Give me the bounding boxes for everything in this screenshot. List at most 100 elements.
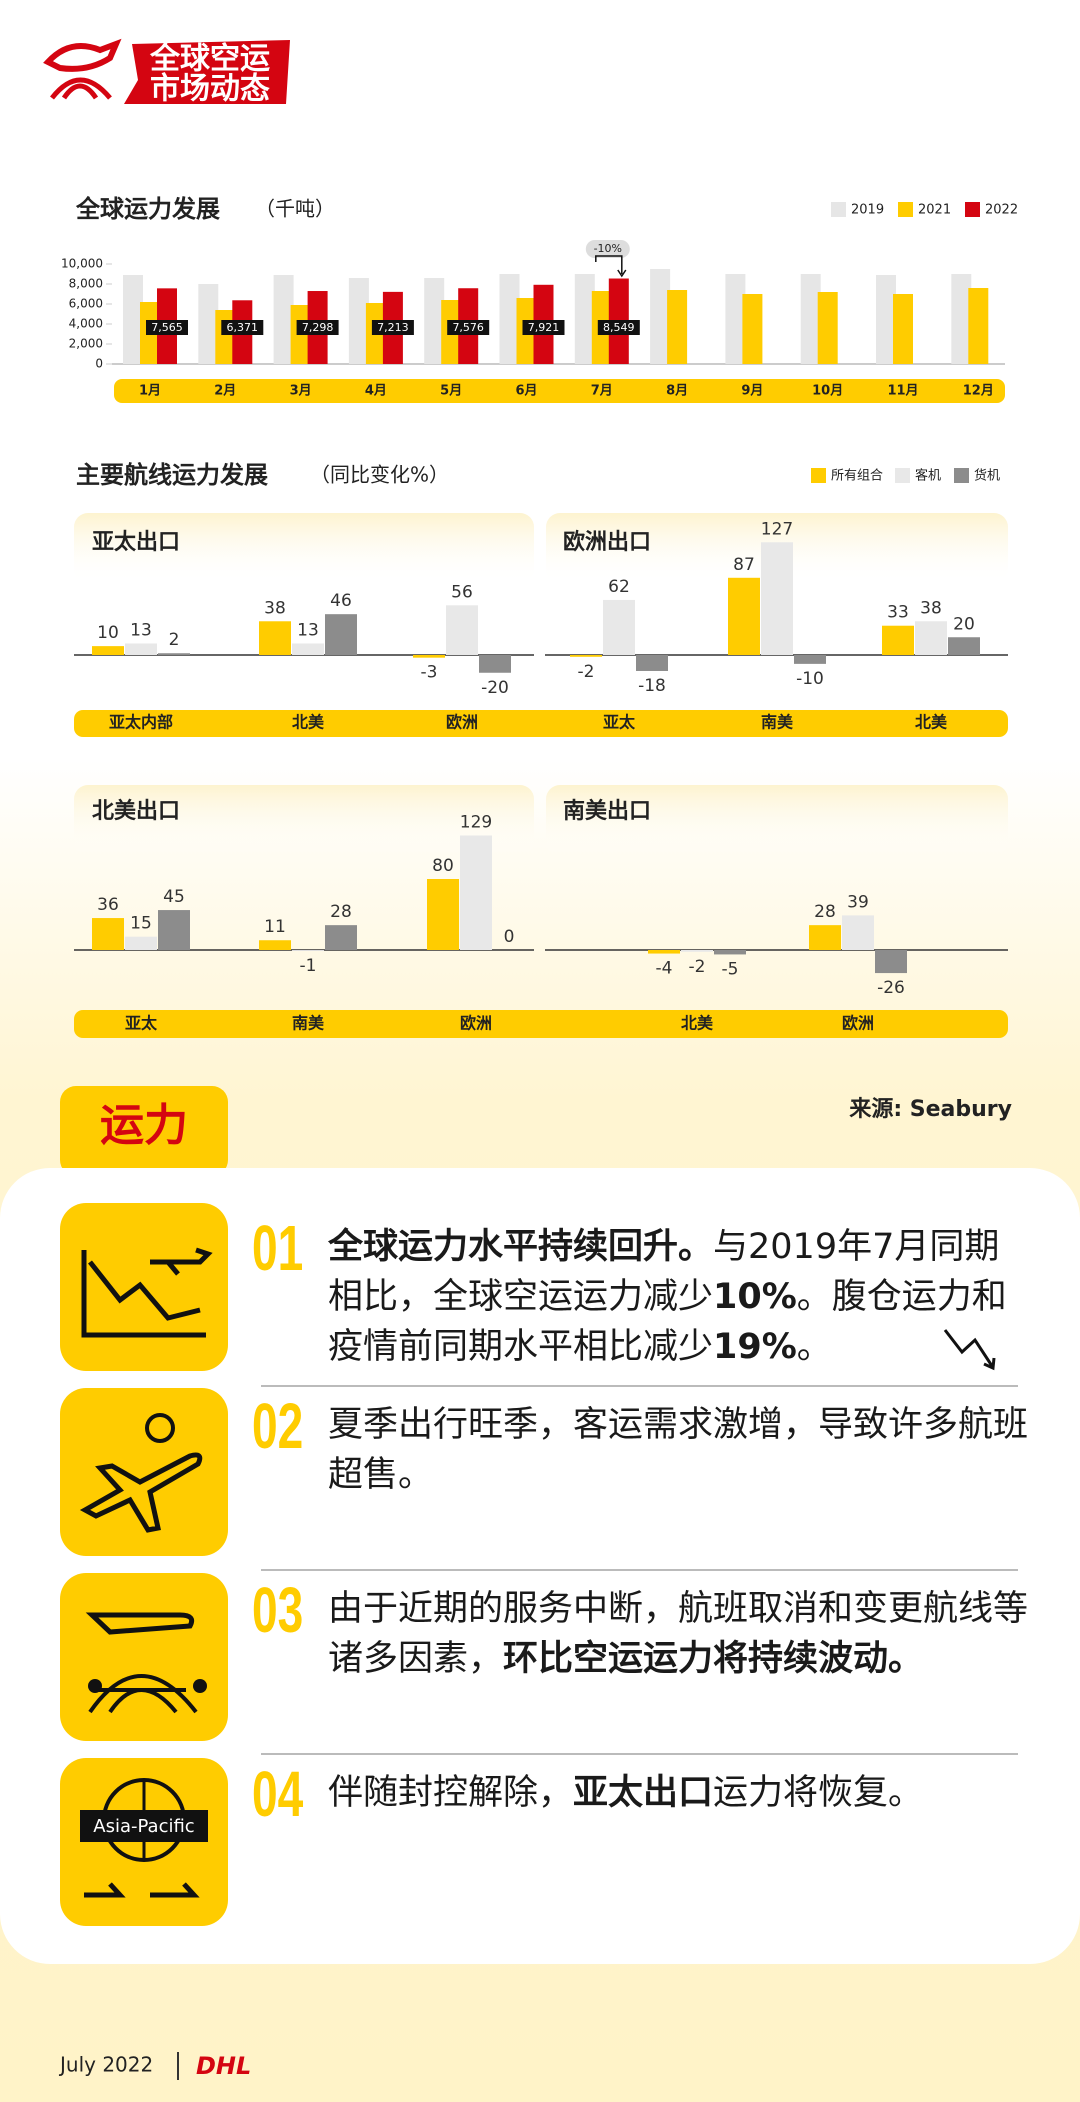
value-label: 10 <box>97 623 119 643</box>
value-label-bg <box>522 320 565 335</box>
value-label-bg <box>447 320 490 335</box>
bar <box>499 274 520 364</box>
legend-swatch <box>811 468 826 483</box>
legend-swatch <box>965 202 980 217</box>
value-label: -18 <box>638 676 666 696</box>
bar <box>728 577 760 655</box>
text: 夏季出行旺季，客运需求激增，导致许多航班超售。 <box>328 1405 1029 1495</box>
value-label: 28 <box>814 902 836 922</box>
chart-subtitle: （千吨） <box>255 197 335 221</box>
logo: 全球空运 市场动态 <box>43 38 290 107</box>
value-label: -4 <box>656 959 673 979</box>
value-label-bg <box>371 320 414 335</box>
panel-bg <box>546 785 1008 855</box>
value-label: 127 <box>761 519 793 539</box>
icon-asia: Asia-Pacific <box>60 1758 228 1926</box>
bar <box>876 275 896 364</box>
value-label-bg <box>146 320 188 335</box>
value-label: -2 <box>578 662 595 682</box>
bar <box>817 292 838 364</box>
panel-bg <box>74 513 534 583</box>
value-label: 15 <box>130 914 152 934</box>
annotation: -10% <box>594 242 622 255</box>
x-tick-label: 7月 <box>591 384 613 399</box>
chart-subtitle: （同比变化%） <box>310 463 449 487</box>
y-tick-label: 0 <box>95 357 103 371</box>
bar <box>424 278 445 364</box>
bar <box>123 275 143 364</box>
panel-bg <box>74 785 534 855</box>
category-band <box>74 1010 1008 1038</box>
x-tick-label: 北美 <box>915 713 948 732</box>
value-label: 62 <box>608 577 630 597</box>
x-tick-label: 5月 <box>440 384 462 399</box>
value-label: 2 <box>169 630 180 650</box>
legend-label: 客机 <box>915 468 941 484</box>
bar <box>574 274 595 364</box>
bar <box>125 936 157 950</box>
bar <box>460 835 492 950</box>
x-tick-label: 亚太 <box>603 713 636 732</box>
value-label: 87 <box>733 555 755 575</box>
header-title: 市场动态 <box>150 72 270 107</box>
legend-label: 2022 <box>985 203 1018 218</box>
x-tick-label: 4月 <box>365 384 387 399</box>
value-label: 7,576 <box>452 321 484 334</box>
x-tick-label: 欧洲 <box>460 1014 492 1033</box>
bar <box>948 637 980 655</box>
value-label-bg <box>296 320 339 335</box>
value-label: 39 <box>847 892 869 912</box>
value-label: -3 <box>421 663 438 683</box>
value-label: 7,298 <box>302 321 334 334</box>
annotation-bg <box>585 240 630 258</box>
text: 运力将恢复。 <box>713 1773 924 1813</box>
x-tick-label: 欧洲 <box>842 1014 874 1033</box>
value-label: 80 <box>432 856 454 876</box>
footer-date: July 2022 <box>58 2053 153 2077</box>
chart-title: 全球运力发展 <box>75 195 220 223</box>
bar <box>893 294 913 364</box>
y-tick-label: 10,000 <box>61 257 103 271</box>
point-number: 01 <box>252 1212 304 1284</box>
bold-text: 亚太出口 <box>573 1773 714 1813</box>
point-text: 由于近期的服务中断，航班取消和变更航线等诸多因素，环比空运运力将持续波动。 <box>328 1584 1028 1684</box>
y-tick-label: 4,000 <box>69 317 103 331</box>
section-tab <box>60 1086 228 1176</box>
x-tick-label: 8月 <box>666 384 688 399</box>
x-tick-label: 北美 <box>292 713 325 732</box>
point-text: 伴随封控解除，亚太出口运力将恢复。 <box>328 1768 1028 1818</box>
value-label-bg <box>221 320 264 335</box>
text: 由于近期的服务中断，航班取消和变更航线等诸多因素， <box>328 1589 1029 1679</box>
value-label: 33 <box>887 603 909 623</box>
bar <box>875 950 907 974</box>
bar <box>325 614 357 655</box>
value-label: 7,213 <box>377 321 409 334</box>
value-label: 8,549 <box>603 321 635 334</box>
bar <box>292 950 324 951</box>
x-tick-label: 1月 <box>139 384 161 399</box>
bar <box>636 655 668 671</box>
bar <box>158 910 190 950</box>
panel-title: 南美出口 <box>563 798 651 824</box>
bar <box>681 950 713 952</box>
bar <box>800 274 821 364</box>
arrow-icon <box>943 1329 996 1371</box>
x-tick-label: 亚太内部 <box>109 713 173 732</box>
bar <box>742 294 763 364</box>
bar <box>725 274 746 364</box>
legend-swatch <box>898 202 913 217</box>
bar <box>158 653 190 655</box>
bar <box>968 288 989 364</box>
x-tick-label: 10月 <box>812 384 843 399</box>
bar <box>648 950 680 954</box>
text: 。腹仓运力和疫情前同期水平相比减少 <box>328 1277 1007 1367</box>
bar <box>446 605 478 655</box>
legend-swatch <box>831 202 846 217</box>
value-label: -26 <box>877 978 905 998</box>
value-label: 129 <box>460 813 492 833</box>
value-label: 20 <box>953 614 975 634</box>
category-band <box>114 379 1005 403</box>
value-label: -2 <box>689 957 706 977</box>
bold-text: 全球运力水平持续回升。 <box>328 1227 714 1267</box>
